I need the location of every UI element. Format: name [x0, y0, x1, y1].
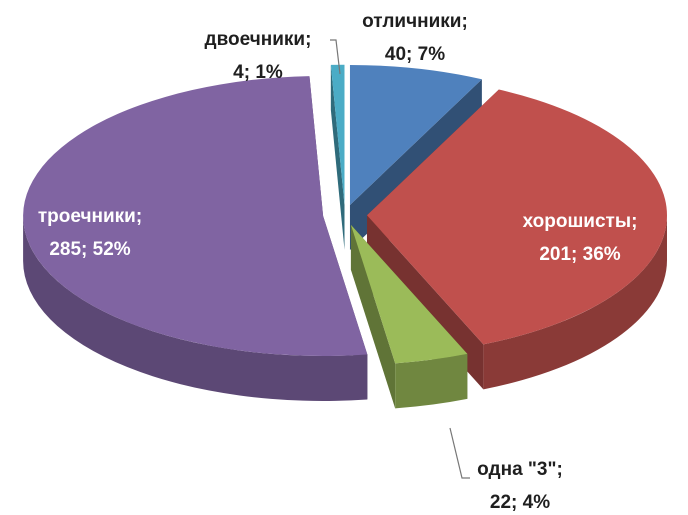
slice-value-label: 40; 7%	[385, 44, 445, 65]
slice-side	[483, 215, 667, 390]
slice-label: хорошисты;	[523, 211, 638, 232]
slice	[23, 76, 368, 356]
slice-value-label: 4; 1%	[233, 62, 283, 83]
slice-side	[350, 224, 396, 409]
slice	[330, 64, 345, 205]
slice-label: троечники;	[38, 206, 142, 227]
slice-label: отличники;	[362, 11, 468, 32]
labels: отличники; 40; 7% хорошисты; 201; 36% одна "…	[38, 11, 638, 513]
slice-side	[395, 353, 468, 409]
slice-label: двоечники;	[205, 29, 312, 50]
slice	[366, 89, 667, 345]
leader-line	[449, 427, 470, 479]
pie	[23, 64, 667, 409]
slice-value-label: 285; 52%	[49, 239, 130, 260]
slice-value-label: 201; 36%	[539, 244, 620, 265]
leader-line	[330, 39, 341, 75]
slice-value-label: 22; 4%	[490, 492, 550, 513]
slice	[349, 64, 482, 205]
slice-label: одна "3";	[477, 459, 563, 480]
slice-side	[330, 64, 345, 250]
slice-side	[23, 215, 368, 401]
slice	[350, 224, 468, 364]
